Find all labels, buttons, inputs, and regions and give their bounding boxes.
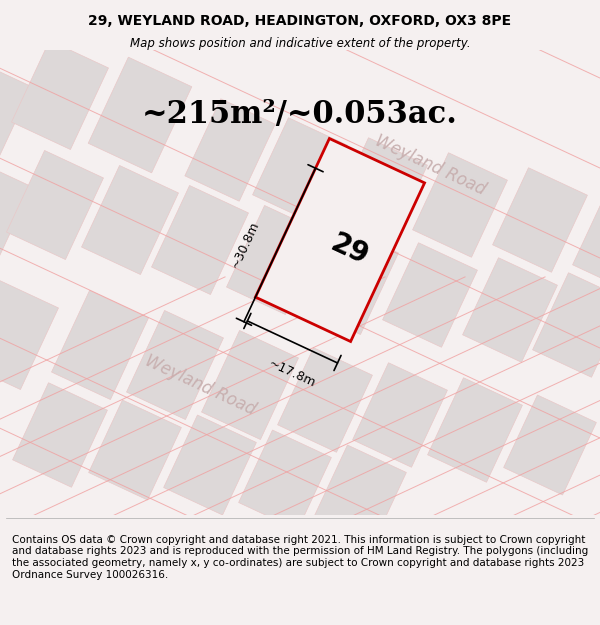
Bar	[127, 311, 223, 419]
Bar	[463, 258, 557, 362]
Bar	[413, 152, 508, 258]
Bar	[503, 395, 596, 495]
Text: 29: 29	[326, 229, 373, 271]
Bar	[256, 139, 425, 341]
Bar	[185, 99, 275, 201]
Bar	[572, 188, 600, 292]
Bar	[13, 382, 107, 488]
Text: Weyland Road: Weyland Road	[142, 351, 258, 419]
Bar	[0, 157, 32, 273]
Text: 29, WEYLAND ROAD, HEADINGTON, OXFORD, OX3 8PE: 29, WEYLAND ROAD, HEADINGTON, OXFORD, OX…	[88, 14, 512, 28]
Bar	[314, 445, 406, 545]
Bar	[82, 166, 178, 274]
Bar	[302, 226, 398, 334]
Bar	[202, 331, 298, 439]
Bar	[332, 138, 427, 242]
Text: ~30.8m: ~30.8m	[229, 219, 262, 271]
Bar	[533, 272, 600, 378]
Text: ~17.8m: ~17.8m	[267, 357, 318, 390]
Text: Map shows position and indicative extent of the property.: Map shows position and indicative extent…	[130, 38, 470, 51]
Bar	[253, 118, 347, 222]
Bar	[278, 348, 373, 452]
Bar	[88, 57, 192, 173]
Bar	[164, 415, 256, 515]
Bar	[227, 206, 323, 314]
Bar	[152, 186, 248, 294]
Bar	[0, 57, 32, 173]
Bar	[0, 281, 58, 389]
Bar	[7, 151, 103, 259]
Bar	[11, 41, 109, 149]
Bar	[383, 242, 478, 348]
Text: Contains OS data © Crown copyright and database right 2021. This information is : Contains OS data © Crown copyright and d…	[12, 535, 588, 579]
Bar	[353, 362, 448, 468]
Bar	[89, 400, 181, 500]
Bar	[239, 430, 331, 530]
Bar	[428, 378, 523, 482]
Text: ~215m²/~0.053ac.: ~215m²/~0.053ac.	[142, 99, 458, 131]
Text: Weyland Road: Weyland Road	[372, 131, 488, 199]
Bar	[52, 291, 148, 399]
Bar	[493, 168, 587, 272]
